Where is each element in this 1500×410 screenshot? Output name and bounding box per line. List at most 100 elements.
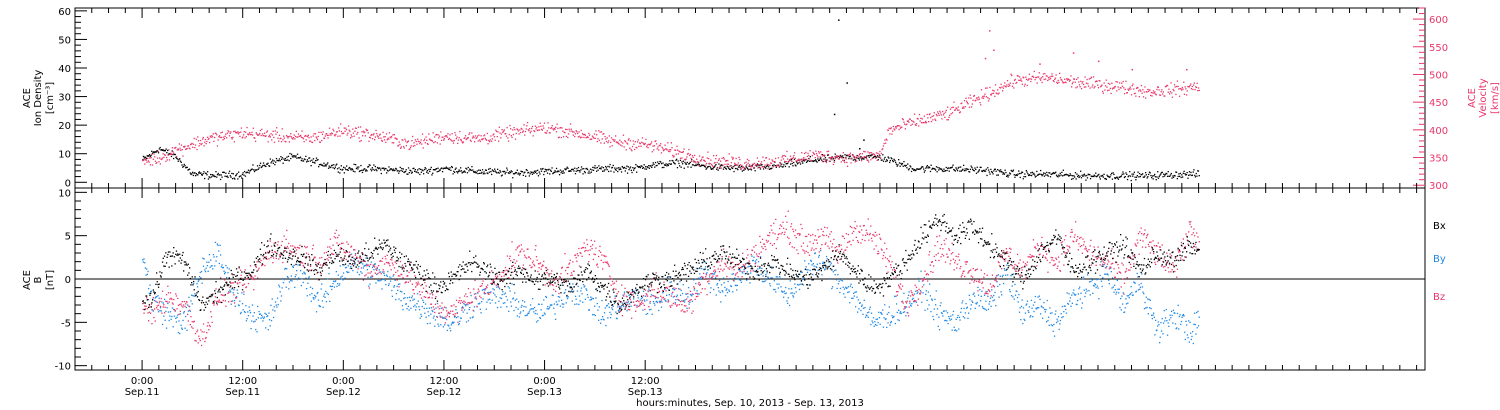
by-point <box>644 295 647 297</box>
density-point <box>893 158 895 160</box>
density-point <box>1068 175 1070 177</box>
velocity-point <box>260 134 262 137</box>
density-point <box>869 154 871 156</box>
density-point <box>975 172 978 174</box>
velocity-point <box>543 122 546 124</box>
density-point <box>991 171 993 173</box>
velocity-point <box>739 158 741 161</box>
velocity-point <box>562 130 564 132</box>
density-point <box>1120 175 1123 177</box>
velocity-point <box>169 153 171 156</box>
velocity-point <box>1044 73 1046 75</box>
density-point <box>1087 173 1089 175</box>
velocity-point <box>183 146 185 148</box>
by-point <box>545 296 548 299</box>
velocity-tick-label: 450 <box>1429 98 1448 109</box>
by-point <box>721 290 723 292</box>
velocity-point <box>942 110 944 113</box>
velocity-point <box>612 138 614 141</box>
density-point <box>710 168 712 170</box>
velocity-point <box>544 131 546 134</box>
by-point <box>633 290 635 292</box>
by-point <box>524 315 526 317</box>
by-point <box>694 278 696 280</box>
velocity-point <box>286 135 288 138</box>
velocity-point <box>864 151 866 153</box>
density-point <box>334 166 336 168</box>
by-point <box>826 258 828 260</box>
by-point <box>307 277 310 279</box>
by-point <box>878 311 880 313</box>
density-point <box>614 167 616 169</box>
velocity-point <box>708 158 710 160</box>
density-point <box>244 170 246 173</box>
density-point <box>576 168 578 170</box>
velocity-point <box>701 156 703 158</box>
density-point <box>1126 173 1128 176</box>
density-point <box>325 165 327 167</box>
by-point <box>308 276 310 278</box>
velocity-point <box>1133 88 1135 90</box>
by-point <box>1034 301 1036 303</box>
velocity-point <box>1102 92 1104 94</box>
velocity-point <box>944 116 946 118</box>
density-point <box>858 157 860 160</box>
by-point <box>1094 284 1097 286</box>
velocity-point <box>731 156 733 158</box>
density-point <box>552 172 555 174</box>
by-point <box>1187 337 1189 339</box>
velocity-point <box>233 141 235 143</box>
by-point <box>742 265 744 267</box>
density-point <box>372 168 374 171</box>
by-point <box>234 305 236 307</box>
density-point <box>228 172 230 174</box>
velocity-point <box>448 137 450 139</box>
by-point <box>970 308 972 310</box>
velocity-point <box>821 160 823 162</box>
by-point <box>266 315 268 318</box>
density-point <box>1091 175 1093 178</box>
velocity-point <box>1162 93 1164 95</box>
velocity-point <box>541 128 543 130</box>
velocity-point <box>197 136 199 138</box>
density-point <box>969 171 971 173</box>
density-point <box>1124 176 1126 178</box>
by-point <box>265 327 267 329</box>
density-point <box>782 166 784 168</box>
by-point <box>1041 306 1043 308</box>
by-point <box>851 286 853 289</box>
by-point <box>230 291 232 293</box>
velocity-point <box>397 145 399 147</box>
by-point <box>363 265 365 267</box>
velocity-point <box>1114 85 1116 88</box>
velocity-point <box>195 138 197 140</box>
by-point <box>963 307 965 310</box>
by-point <box>436 302 439 305</box>
velocity-point <box>268 134 271 136</box>
density-point <box>275 161 277 163</box>
velocity-point <box>939 110 941 112</box>
by-point <box>1050 324 1052 326</box>
velocity-point <box>762 156 764 158</box>
by-point <box>1013 298 1015 300</box>
velocity-point <box>338 127 340 129</box>
velocity-point <box>926 113 928 116</box>
velocity-point <box>840 161 842 163</box>
velocity-point <box>1066 78 1068 80</box>
density-point <box>279 160 281 162</box>
by-point <box>893 315 895 318</box>
density-point <box>1071 175 1073 177</box>
by-point <box>1098 278 1101 280</box>
velocity-point <box>293 134 295 136</box>
velocity-point <box>923 115 925 117</box>
by-point <box>1140 282 1142 285</box>
by-point <box>222 266 224 269</box>
by-point <box>462 311 464 313</box>
by-point <box>434 325 436 327</box>
density-point <box>620 171 623 173</box>
by-point <box>405 303 407 305</box>
density-point <box>741 165 743 168</box>
density-point <box>382 167 384 169</box>
velocity-point <box>933 112 935 114</box>
density-point <box>241 173 244 176</box>
